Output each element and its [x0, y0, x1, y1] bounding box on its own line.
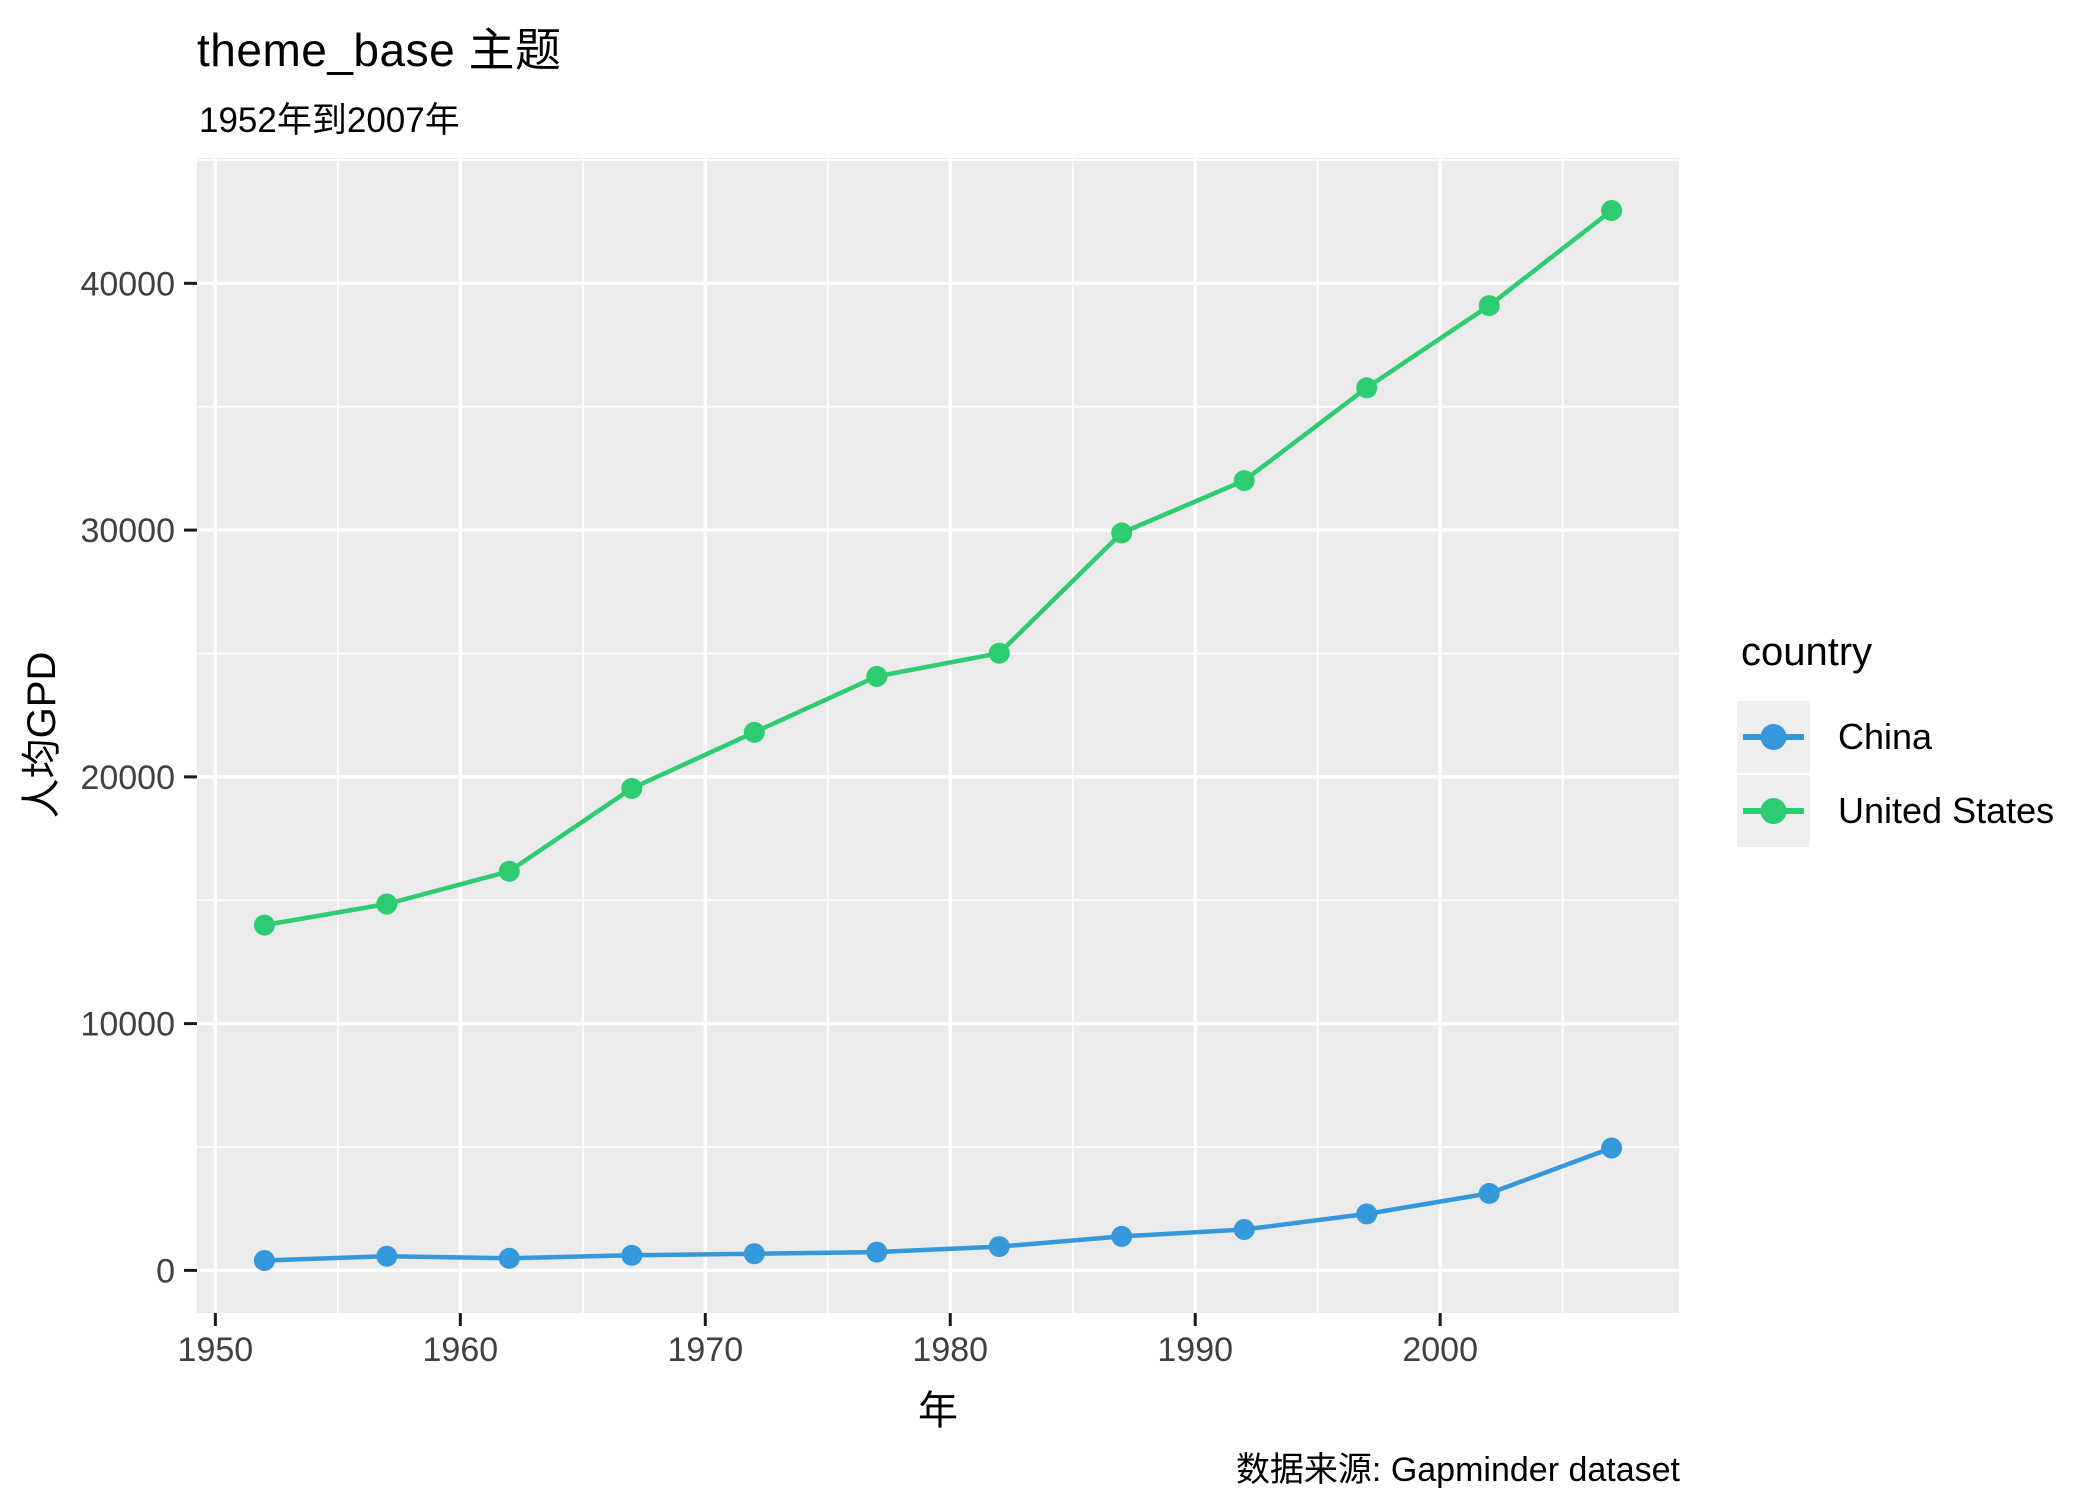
- data-point-china: [1111, 1225, 1133, 1247]
- legend-label-china: China: [1838, 716, 1933, 757]
- data-point-china: [621, 1244, 643, 1266]
- y-tick-label: 30000: [80, 512, 175, 550]
- caption: 数据来源: Gapminder dataset: [1235, 1451, 1680, 1489]
- legend-key-icon: [1737, 701, 1810, 773]
- y-axis-title: 人均GPD: [20, 651, 64, 819]
- data-point-china: [866, 1241, 888, 1263]
- data-point-united-states: [1356, 377, 1378, 399]
- data-point-china: [498, 1247, 520, 1269]
- data-point-united-states: [253, 914, 275, 936]
- data-point-united-states: [866, 665, 888, 687]
- data-point-china: [1356, 1203, 1378, 1225]
- data-point-united-states: [1478, 295, 1500, 317]
- x-tick-label: 2000: [1402, 1331, 1478, 1369]
- panel-background: [197, 158, 1679, 1313]
- legend-title: country: [1741, 630, 1873, 674]
- y-tick-label: 10000: [80, 1006, 175, 1044]
- data-point-china: [376, 1245, 398, 1267]
- data-point-united-states: [621, 777, 643, 799]
- data-point-china: [253, 1250, 275, 1271]
- y-tick-label: 0: [156, 1252, 175, 1290]
- y-tick-label: 40000: [80, 265, 175, 303]
- axis-tick-marks: [184, 281, 1442, 1326]
- chart-subtitle: 1952年到2007年: [199, 101, 460, 140]
- data-point-china: [1233, 1219, 1255, 1240]
- data-point-united-states: [988, 642, 1010, 664]
- data-point-united-states: [1601, 200, 1623, 221]
- major-gridlines: [197, 158, 1679, 1313]
- series-line-china: [262, 1145, 1614, 1263]
- x-tick-label: 1980: [912, 1331, 988, 1369]
- legend-key-glyph: [1743, 798, 1804, 824]
- data-point-united-states: [743, 721, 765, 743]
- x-tick-label: 1970: [667, 1331, 743, 1369]
- x-tick-label: 1960: [423, 1331, 499, 1369]
- data-point-united-states: [1233, 470, 1255, 492]
- legend-item-united-states: United States: [1737, 775, 2054, 847]
- x-tick-label: 1990: [1157, 1331, 1233, 1369]
- x-tick-label: 1950: [178, 1331, 254, 1369]
- legend: country China United States: [1737, 630, 2054, 849]
- legend-key-glyph: [1743, 724, 1804, 750]
- legend-key-icon: [1737, 775, 1810, 847]
- data-point-united-states: [498, 860, 520, 882]
- x-axis-title: 年: [918, 1389, 958, 1433]
- data-point-china: [1478, 1182, 1500, 1204]
- legend-items: China United States: [1737, 701, 2054, 847]
- data-point-china: [1601, 1137, 1623, 1159]
- series-china: [253, 1137, 1623, 1271]
- data-point-china: [743, 1243, 765, 1265]
- y-tick-label: 20000: [80, 759, 175, 797]
- chart-title: theme_base 主题: [197, 24, 562, 76]
- data-point-united-states: [1111, 522, 1133, 544]
- minor-gridlines: [197, 158, 1679, 1313]
- axis-tick-labels: 1950 1960 1970 1980 1990 20000100002000030000…: [80, 265, 1478, 1369]
- series-line-united-states: [262, 208, 1614, 928]
- legend-item-china: China: [1737, 701, 2054, 773]
- data-point-united-states: [376, 893, 398, 915]
- legend-label-united-states: United States: [1838, 790, 2055, 831]
- data-point-china: [988, 1236, 1010, 1258]
- series-united-states: [253, 200, 1623, 936]
